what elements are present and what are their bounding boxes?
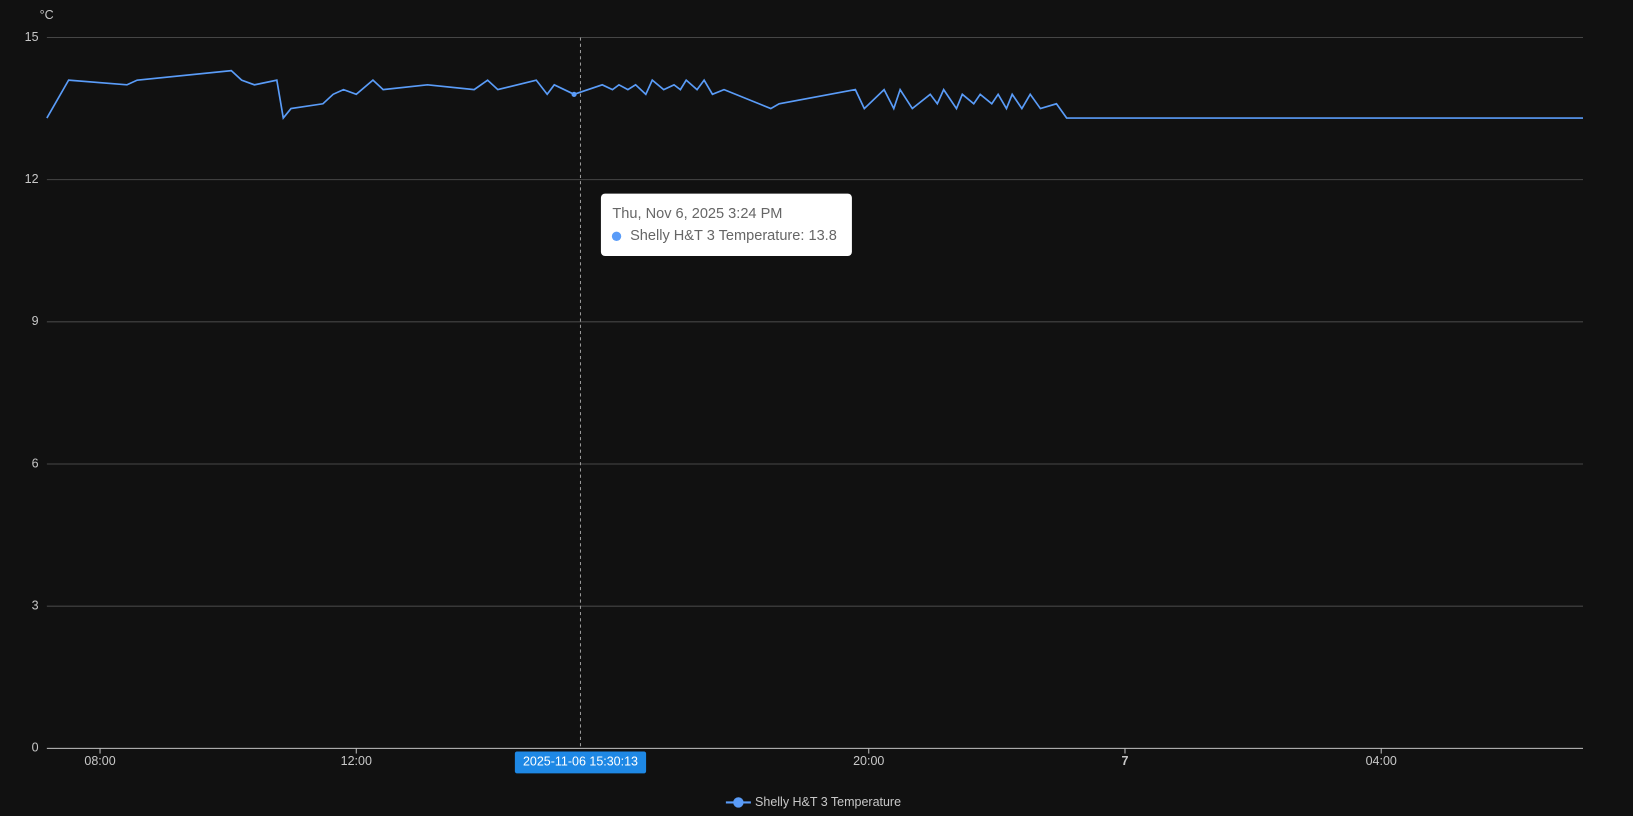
x-tick-label: 20:00: [853, 754, 884, 768]
y-tick-label: 15: [25, 30, 39, 44]
y-tick-label: 0: [32, 741, 39, 755]
y-unit: °C: [40, 8, 54, 22]
x-tick-label: 08:00: [84, 754, 115, 768]
legend-label: Shelly H&T 3 Temperature: [755, 795, 901, 809]
axis-pointer-label-bg: [514, 751, 647, 774]
line: [46, 69, 1584, 120]
legend-marker: [733, 797, 744, 808]
x-tick-label: 7: [1122, 754, 1129, 768]
y-tick-label: 6: [32, 456, 39, 470]
tooltip-marker: [611, 231, 622, 241]
x-tick-label: 12:00: [341, 754, 372, 768]
hover-point: [571, 91, 577, 97]
x-tick-label: 04:00: [1366, 754, 1397, 768]
y-tick-label: 9: [32, 314, 39, 328]
tooltip: [600, 193, 852, 257]
tooltip-text: Shelly H&T 3 Temperature: 13.8: [630, 228, 837, 244]
y-tick-label: 3: [32, 598, 39, 612]
y-tick-label: 12: [25, 172, 39, 186]
axis-pointer-label: 2025-11-06 15:30:13: [523, 755, 638, 769]
tooltip-title: Thu, Nov 6, 2025 3:24 PM: [612, 206, 782, 222]
